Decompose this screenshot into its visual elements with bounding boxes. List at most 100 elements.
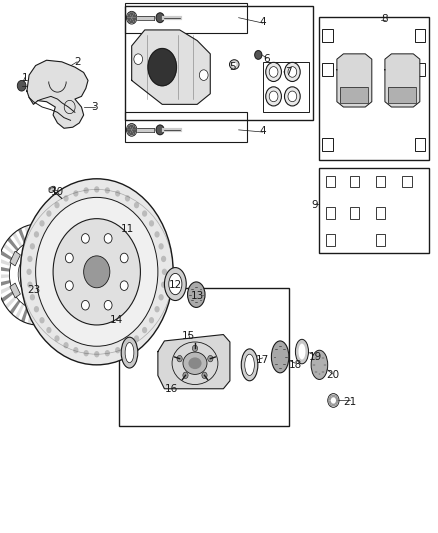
Polygon shape — [328, 394, 333, 400]
Bar — [376, 207, 385, 219]
Polygon shape — [132, 18, 137, 23]
Bar — [389, 87, 417, 103]
Bar — [319, 168, 428, 253]
Circle shape — [159, 294, 164, 301]
Ellipse shape — [285, 87, 300, 106]
Ellipse shape — [245, 354, 254, 375]
Text: 7: 7 — [286, 68, 292, 77]
Circle shape — [161, 281, 166, 288]
Circle shape — [134, 54, 143, 64]
Ellipse shape — [188, 358, 201, 369]
Circle shape — [159, 243, 164, 249]
Polygon shape — [28, 308, 33, 324]
Bar — [263, 62, 308, 112]
Polygon shape — [63, 288, 76, 298]
Polygon shape — [49, 305, 57, 321]
Circle shape — [177, 356, 182, 362]
Circle shape — [73, 190, 78, 197]
Circle shape — [81, 301, 89, 310]
Polygon shape — [64, 254, 77, 263]
Polygon shape — [42, 225, 48, 241]
Ellipse shape — [187, 282, 205, 308]
Text: 21: 21 — [343, 397, 357, 407]
Ellipse shape — [49, 186, 56, 192]
Text: 20: 20 — [326, 370, 339, 381]
Ellipse shape — [156, 125, 164, 135]
Polygon shape — [127, 18, 132, 23]
Circle shape — [34, 231, 39, 238]
Circle shape — [142, 327, 147, 333]
Polygon shape — [21, 306, 28, 322]
Circle shape — [30, 243, 35, 249]
Circle shape — [27, 281, 32, 288]
Polygon shape — [47, 227, 54, 243]
Ellipse shape — [164, 268, 186, 301]
Circle shape — [27, 256, 32, 262]
Bar — [350, 207, 359, 219]
Bar — [325, 234, 335, 246]
Polygon shape — [0, 274, 10, 279]
Ellipse shape — [269, 67, 278, 77]
Polygon shape — [40, 309, 45, 325]
Ellipse shape — [288, 67, 297, 77]
Polygon shape — [7, 237, 18, 251]
Circle shape — [149, 220, 154, 227]
Circle shape — [105, 187, 110, 193]
Ellipse shape — [288, 91, 297, 102]
Ellipse shape — [169, 273, 182, 295]
Ellipse shape — [183, 352, 207, 374]
Polygon shape — [127, 124, 132, 130]
Circle shape — [162, 269, 167, 275]
Polygon shape — [59, 240, 71, 253]
Text: 4: 4 — [259, 17, 266, 27]
Ellipse shape — [266, 87, 282, 106]
Bar — [415, 29, 425, 42]
Polygon shape — [0, 286, 12, 295]
Polygon shape — [66, 277, 79, 283]
Polygon shape — [0, 266, 10, 272]
Polygon shape — [34, 309, 38, 325]
Circle shape — [54, 202, 60, 208]
Text: 17: 17 — [256, 354, 269, 365]
Circle shape — [65, 281, 73, 290]
Circle shape — [115, 347, 120, 353]
Circle shape — [120, 253, 128, 263]
Circle shape — [94, 186, 99, 192]
Circle shape — [149, 317, 154, 324]
Bar — [350, 175, 359, 187]
Circle shape — [199, 70, 208, 80]
Circle shape — [94, 351, 99, 358]
Ellipse shape — [272, 341, 289, 373]
Polygon shape — [57, 298, 68, 312]
Polygon shape — [18, 228, 26, 244]
Polygon shape — [25, 225, 31, 242]
Polygon shape — [31, 224, 35, 240]
Polygon shape — [333, 394, 339, 400]
Polygon shape — [12, 232, 22, 247]
Bar — [137, 15, 153, 20]
Ellipse shape — [156, 13, 164, 22]
Circle shape — [155, 306, 160, 312]
Bar — [55, 251, 66, 266]
Circle shape — [46, 327, 52, 333]
Bar — [125, 112, 247, 142]
Circle shape — [39, 220, 45, 227]
Circle shape — [81, 233, 89, 243]
Circle shape — [202, 372, 207, 378]
Circle shape — [125, 195, 130, 201]
Ellipse shape — [230, 60, 239, 69]
Bar — [322, 63, 332, 76]
Circle shape — [161, 256, 166, 262]
Ellipse shape — [49, 187, 52, 190]
Circle shape — [84, 350, 89, 357]
Text: 15: 15 — [182, 330, 195, 341]
Ellipse shape — [232, 62, 237, 67]
Polygon shape — [62, 247, 74, 258]
Polygon shape — [38, 224, 41, 240]
Bar — [125, 3, 247, 33]
Polygon shape — [0, 280, 11, 287]
Circle shape — [73, 347, 78, 353]
Text: 2: 2 — [74, 57, 81, 67]
Circle shape — [35, 197, 158, 346]
Polygon shape — [132, 130, 137, 135]
